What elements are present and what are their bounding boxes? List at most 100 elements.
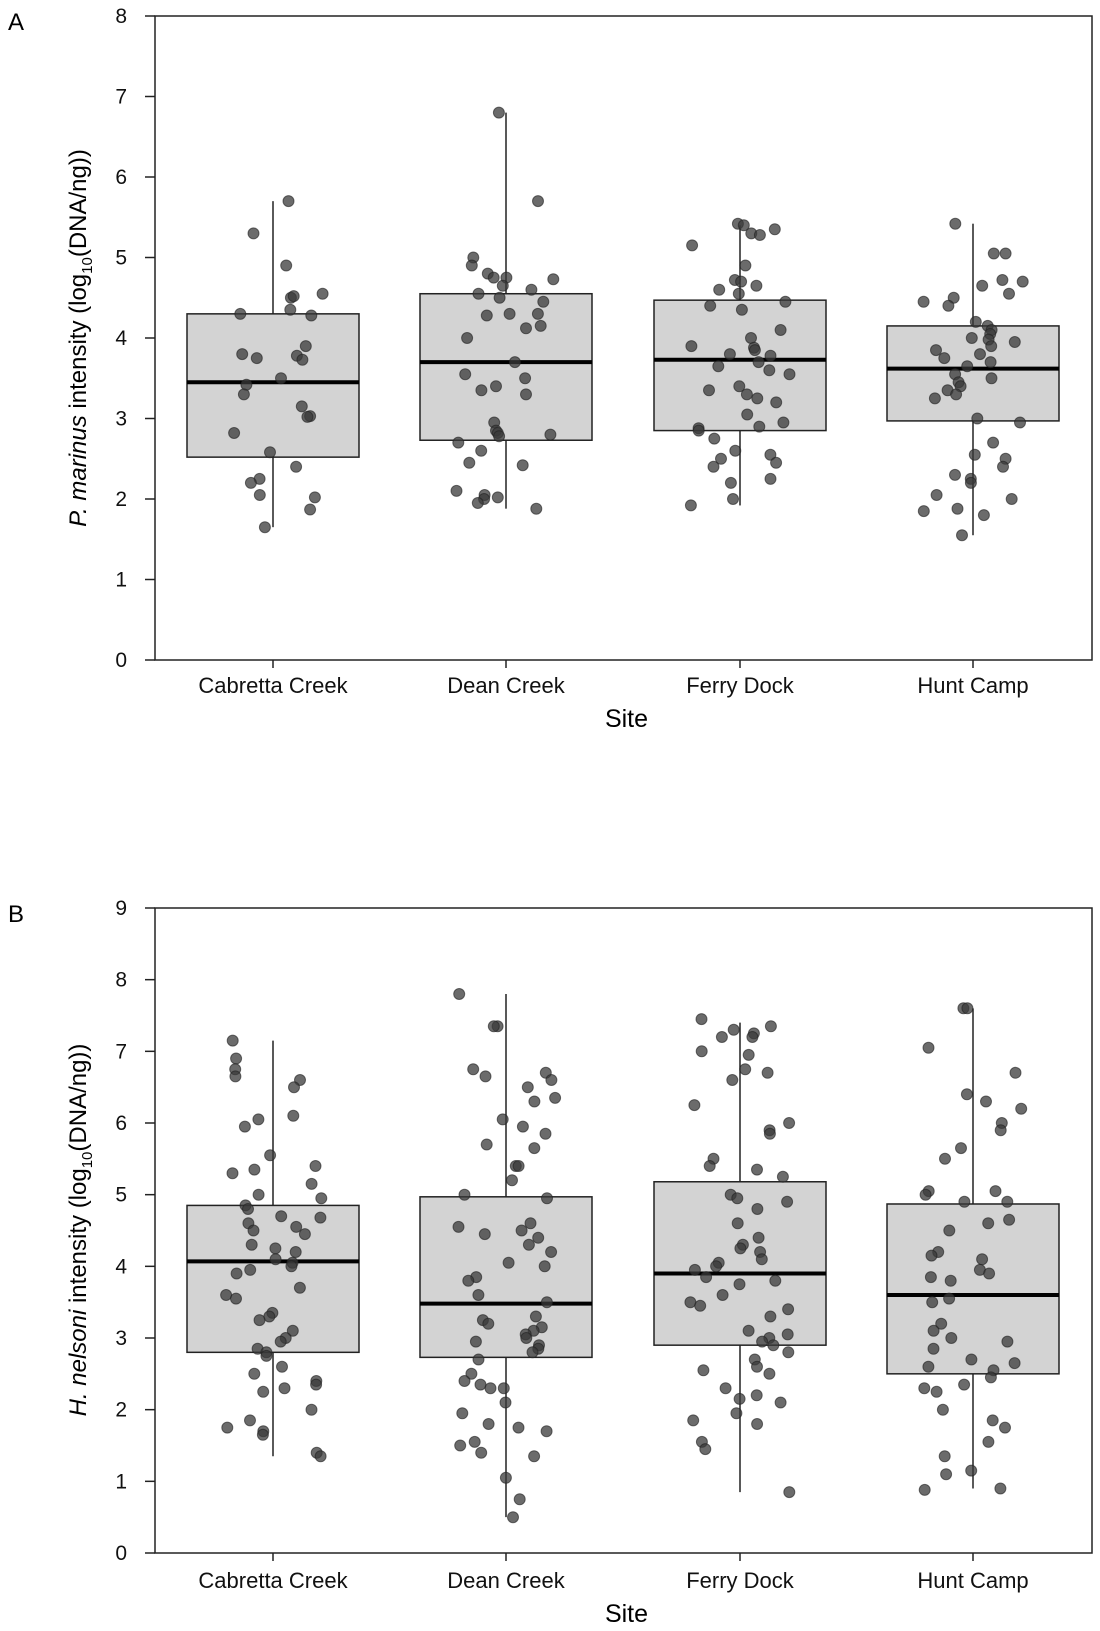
- data-point: [276, 1360, 288, 1373]
- y-tick-label: 8: [115, 969, 127, 992]
- y-title-tail: (DNA/ng)): [65, 149, 92, 257]
- data-point: [244, 476, 257, 489]
- data-point: [269, 1242, 282, 1255]
- data-point: [544, 428, 557, 441]
- points-0: [220, 1034, 328, 1463]
- data-point: [724, 476, 737, 489]
- data-point: [496, 279, 509, 292]
- data-point: [304, 503, 317, 516]
- box-3: [886, 1008, 1060, 1489]
- data-point: [257, 1385, 270, 1398]
- data-point: [1005, 493, 1018, 505]
- data-point: [716, 1289, 729, 1301]
- data-point: [741, 408, 754, 421]
- data-point: [229, 1070, 242, 1083]
- data-point: [987, 247, 1000, 260]
- data-point: [746, 1031, 759, 1043]
- data-point: [275, 372, 287, 385]
- y-tick-label: 1: [115, 569, 127, 592]
- data-point: [764, 1310, 777, 1323]
- data-point: [987, 436, 1000, 449]
- y-tick-label: 7: [115, 1040, 127, 1063]
- box-iqr: [186, 1204, 360, 1354]
- y-title-text: intensity (log: [65, 274, 92, 415]
- data-point: [286, 1324, 299, 1337]
- y-tick-label: 6: [115, 1112, 127, 1135]
- data-point: [976, 1253, 989, 1266]
- data-point: [935, 1317, 948, 1330]
- data-point: [768, 223, 781, 236]
- points-1: [452, 988, 562, 1524]
- data-point: [288, 1081, 300, 1094]
- data-point: [781, 1195, 794, 1208]
- data-point: [547, 273, 560, 286]
- data-point: [688, 1263, 701, 1276]
- data-point: [751, 1418, 764, 1430]
- data-point: [1015, 1102, 1028, 1115]
- data-point: [708, 432, 721, 445]
- data-point: [756, 1335, 769, 1348]
- data-point: [703, 384, 715, 397]
- data-point: [999, 247, 1012, 260]
- data-point: [453, 988, 466, 1000]
- data-point: [454, 1439, 467, 1452]
- box-0: [186, 1040, 360, 1457]
- data-point: [763, 1367, 776, 1380]
- data-point: [469, 1335, 482, 1348]
- data-point: [726, 1074, 739, 1086]
- data-point: [540, 1425, 553, 1438]
- data-point: [472, 287, 485, 300]
- data-point: [949, 468, 961, 481]
- y-tick-label: 0: [115, 1542, 127, 1565]
- data-point: [531, 307, 544, 320]
- y-tick-label: 5: [115, 1184, 127, 1207]
- data-point: [462, 1274, 475, 1287]
- box-iqr: [886, 1203, 1060, 1375]
- data-point: [943, 1292, 956, 1305]
- data-point: [458, 1188, 471, 1201]
- data-point: [293, 1281, 306, 1294]
- box-iqr: [653, 299, 827, 432]
- data-point: [295, 400, 308, 413]
- data-point: [713, 283, 726, 296]
- data-point: [236, 348, 249, 361]
- data-point: [958, 1378, 971, 1391]
- data-point: [994, 1482, 1007, 1495]
- data-point: [710, 1260, 723, 1273]
- data-point: [529, 1310, 542, 1323]
- data-point: [737, 219, 750, 232]
- data-point: [491, 491, 504, 504]
- box-2: [653, 1022, 827, 1493]
- data-point: [750, 1389, 763, 1402]
- y-tick-label: 3: [115, 1327, 127, 1350]
- data-point: [965, 1464, 978, 1477]
- data-point: [478, 1228, 491, 1241]
- data-point: [287, 1109, 300, 1122]
- data-point: [950, 388, 963, 401]
- data-point: [985, 372, 998, 385]
- data-point: [245, 1238, 258, 1251]
- data-point: [687, 1414, 700, 1427]
- data-point: [742, 1324, 755, 1337]
- data-point: [545, 1074, 558, 1086]
- data-point: [918, 1382, 931, 1395]
- data-point: [496, 1113, 509, 1126]
- data-point: [1003, 1213, 1016, 1226]
- data-point: [247, 227, 260, 240]
- data-point: [459, 368, 472, 381]
- data-point: [936, 1403, 949, 1416]
- data-point: [452, 436, 465, 449]
- data-point: [238, 1120, 251, 1133]
- data-point: [697, 1364, 710, 1377]
- data-point: [763, 1127, 776, 1140]
- data-point: [508, 356, 521, 369]
- data-point: [513, 1493, 526, 1506]
- data-point: [949, 217, 962, 230]
- data-point: [492, 106, 505, 119]
- data-point: [1009, 1066, 1022, 1079]
- x-tick-label: Ferry Dock: [686, 673, 795, 698]
- data-point: [774, 1396, 787, 1409]
- data-point: [247, 1224, 260, 1237]
- data-point: [532, 195, 544, 208]
- data-point: [252, 1113, 265, 1126]
